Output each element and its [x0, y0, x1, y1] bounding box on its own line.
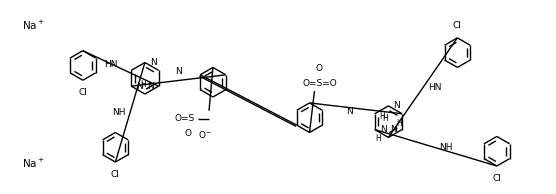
Text: Cl: Cl: [453, 21, 462, 30]
Text: H: H: [375, 134, 380, 143]
Text: NH: NH: [439, 143, 452, 152]
Text: H: H: [380, 112, 385, 121]
Text: N: N: [175, 67, 182, 75]
Text: N: N: [147, 82, 153, 91]
Text: H: H: [396, 119, 402, 128]
Text: NH: NH: [112, 108, 125, 117]
Text: O=S=O: O=S=O: [302, 79, 337, 88]
Text: H: H: [140, 80, 146, 89]
Text: Cl: Cl: [111, 170, 120, 179]
Text: N: N: [393, 101, 400, 110]
Text: N: N: [390, 125, 397, 134]
Text: O$^{-}$: O$^{-}$: [198, 129, 212, 139]
Text: N: N: [150, 58, 157, 67]
Text: H: H: [383, 114, 388, 123]
Text: O: O: [316, 64, 323, 73]
Text: HN: HN: [105, 60, 118, 69]
Text: N: N: [136, 82, 143, 91]
Text: O: O: [184, 129, 191, 138]
Text: Cl: Cl: [78, 88, 87, 97]
Text: HN: HN: [428, 83, 441, 92]
Text: N: N: [346, 107, 353, 116]
Text: Cl: Cl: [493, 174, 502, 183]
Text: O=S: O=S: [175, 114, 195, 123]
Text: N: N: [380, 125, 386, 134]
Text: Na$^+$: Na$^+$: [22, 19, 44, 32]
Text: Na$^+$: Na$^+$: [22, 157, 44, 170]
